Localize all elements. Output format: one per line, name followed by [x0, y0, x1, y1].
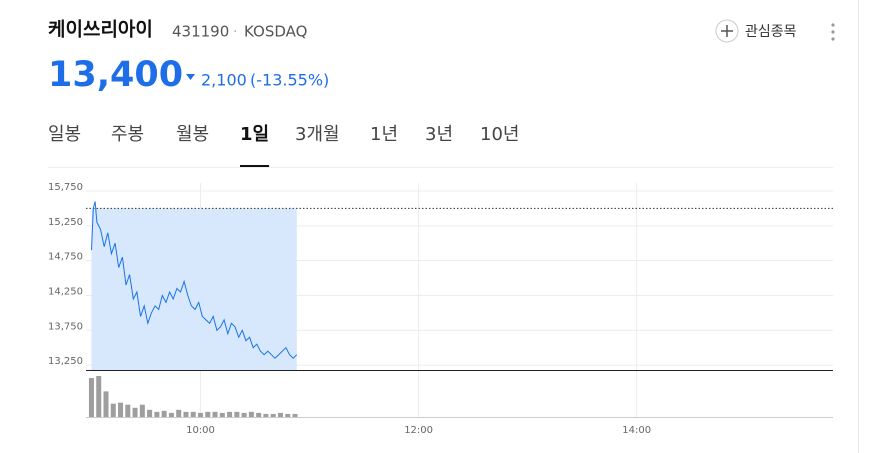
- more-menu[interactable]: [831, 23, 835, 41]
- watch-icon[interactable]: [715, 19, 739, 43]
- tab[interactable]: 월봉: [176, 124, 209, 145]
- down-arrow: [186, 74, 195, 80]
- volume-bar: [132, 407, 138, 417]
- volume-bar: [139, 404, 145, 417]
- volume-bar: [168, 412, 174, 417]
- price-area: [91, 208, 297, 370]
- volume-bar: [154, 411, 160, 417]
- volume-bar: [277, 412, 283, 417]
- volume-bar: [248, 411, 254, 417]
- tab[interactable]: 3년: [425, 124, 453, 145]
- watch-button[interactable]: 관심종목: [745, 24, 797, 40]
- x-tick-label: 14:00: [622, 425, 651, 436]
- volume-bar: [118, 402, 124, 417]
- y-tick-label: 15,750: [48, 182, 83, 193]
- volume-bar: [110, 403, 116, 417]
- volume-bar: [241, 412, 247, 417]
- y-tick-label: 13,750: [48, 321, 83, 332]
- volume-bar: [88, 378, 94, 417]
- volume-bar: [205, 411, 211, 417]
- volume-bar: [234, 411, 240, 417]
- volume-bar: [227, 411, 233, 417]
- change-pct: (-13.55%): [250, 71, 329, 90]
- volume-bar: [292, 413, 298, 417]
- price: 13,400: [48, 55, 183, 95]
- volume-bar: [96, 376, 102, 417]
- volume-bar: [270, 413, 276, 417]
- volume-bar: [212, 411, 218, 417]
- stock-name: 케이쓰리아이: [48, 19, 153, 41]
- volume-bar: [219, 412, 225, 417]
- volume-bar: [183, 411, 189, 417]
- volume-bar: [198, 412, 204, 417]
- volume-bar: [190, 411, 196, 417]
- price-line: [91, 201, 298, 359]
- plus: [721, 25, 733, 37]
- x-tick-label: 10:00: [186, 425, 215, 436]
- y-tick-label: 15,250: [48, 217, 83, 228]
- tab[interactable]: 주봉: [111, 124, 144, 145]
- tab[interactable]: 10년: [480, 124, 519, 145]
- y-tick-label: 14,250: [48, 286, 83, 297]
- volume-bar: [161, 410, 167, 417]
- market: KOSDAQ: [244, 23, 307, 41]
- x-tick-label: 12:00: [404, 425, 433, 436]
- volume-bar: [285, 413, 291, 417]
- volume-bar: [125, 404, 131, 417]
- tab[interactable]: 1년: [370, 124, 398, 145]
- change: 2,100: [201, 71, 247, 90]
- volume-bar: [176, 409, 182, 417]
- volume-bar: [147, 409, 153, 417]
- tab[interactable]: 1일: [240, 124, 269, 145]
- tab[interactable]: 일봉: [48, 124, 81, 145]
- separator: ·: [233, 24, 237, 40]
- y-tick-label: 14,750: [48, 252, 83, 263]
- volume-bar: [256, 412, 262, 417]
- y-tick-label: 13,250: [48, 356, 83, 367]
- stock-code: 431190: [172, 23, 229, 41]
- volume-bar: [103, 391, 109, 417]
- tab[interactable]: 3개월: [295, 124, 340, 145]
- volume-bar: [263, 413, 269, 417]
